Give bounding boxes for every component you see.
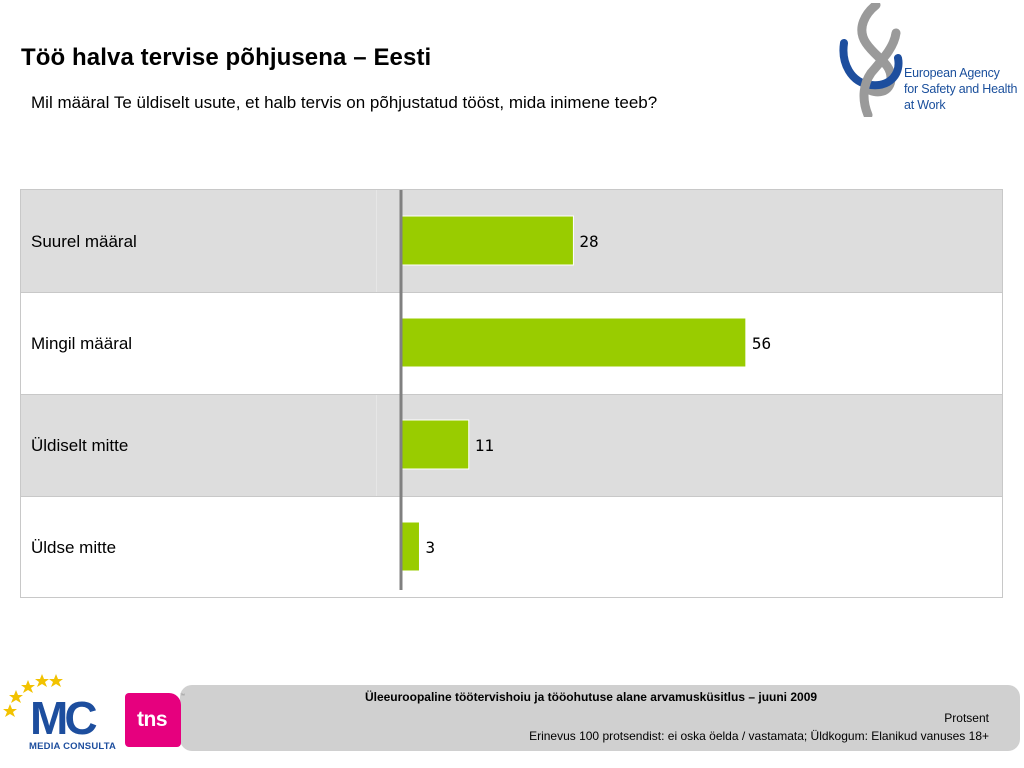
survey-source: Üleeuroopaline töötervishoiu ja tööohutu…	[364, 690, 818, 704]
bar-value-label: 56	[752, 334, 771, 353]
bars-layer: 28 56 11 3	[399, 190, 771, 590]
bar-value-label: 3	[425, 538, 435, 557]
bar	[400, 521, 420, 572]
bar	[400, 419, 470, 470]
category-label: Mingil määral	[31, 334, 133, 353]
agency-line-1: European Agency	[904, 66, 1000, 80]
bar-value-label: 11	[475, 436, 494, 455]
unit-label: Protsent	[944, 711, 989, 725]
bar-chart: Suurel määral Mingil määral Üldiselt mit…	[20, 189, 1003, 598]
bar	[400, 215, 574, 266]
eu-osha-logo: European Agency for Safety and Health at…	[836, 3, 1022, 117]
agency-line-3: at Work	[904, 98, 946, 112]
tns-logo-text: tns	[137, 708, 168, 731]
tns-logo	[125, 693, 181, 747]
stars-icon	[3, 674, 63, 717]
survey-question: Mil määral Te üldiselt usute, et halb te…	[31, 93, 658, 112]
media-consulta-logo: MC	[30, 692, 98, 744]
agency-name: European Agency for Safety and Health at…	[904, 65, 1024, 113]
category-label: Üldse mitte	[31, 538, 117, 557]
chart-row	[21, 394, 1002, 496]
bar	[400, 317, 747, 368]
category-label: Suurel määral	[31, 232, 137, 251]
page-title: Töö halva tervise põhjusena – Eesti	[21, 44, 432, 71]
agency-line-2: for Safety and Health	[904, 82, 1018, 96]
ribbon-icon	[839, 3, 903, 117]
media-consulta-name: MEDIA CONSULTA	[29, 741, 117, 752]
footer-band	[180, 685, 1020, 751]
bar-value-label: 28	[579, 232, 598, 251]
category-label: Üldiselt mitte	[31, 436, 129, 455]
chart-frame	[20, 189, 1003, 598]
footnote: Erinevus 100 protsendist: ei oska öelda …	[529, 729, 989, 743]
trademark-mark: ™	[180, 693, 185, 699]
